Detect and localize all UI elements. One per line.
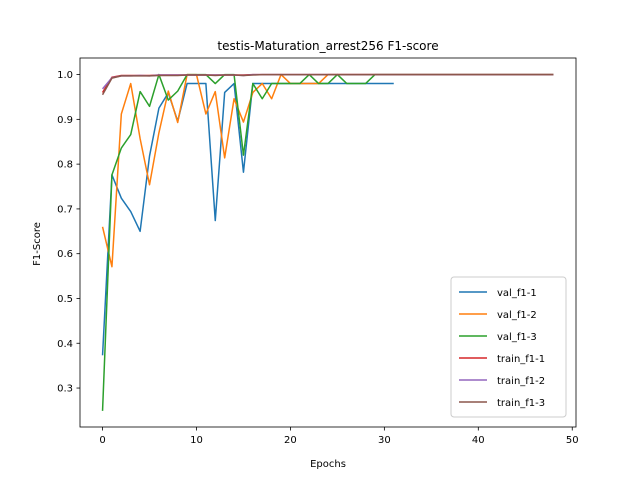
x-tick-label: 0 <box>99 435 105 446</box>
legend-label-train_f1-2: train_f1-2 <box>497 376 545 387</box>
x-tick-label: 20 <box>284 435 297 446</box>
series-line-val_f1-1 <box>101 82 394 356</box>
legend-label-train_f1-1: train_f1-1 <box>497 354 545 365</box>
legend-box <box>450 276 567 418</box>
x-tick-label: 40 <box>472 435 485 446</box>
plot-lines <box>101 73 554 411</box>
x-axis-label: Epochs <box>310 459 346 470</box>
chart-title: testis-Maturation_arrest256 F1-score <box>217 39 438 53</box>
y-tick-label: 0.6 <box>57 249 73 260</box>
y-tick-label: 0.8 <box>57 160 73 171</box>
y-tick-label: 1.0 <box>57 70 73 81</box>
legend-label-train_f1-3: train_f1-3 <box>497 398 545 409</box>
y-axis: 0.3 0.4 0.5 0.6 0.7 0.8 0.9 1.0 <box>57 70 80 395</box>
series-line-train_f1-3 <box>101 73 554 96</box>
y-tick-label: 0.7 <box>57 204 73 215</box>
x-tick-label: 30 <box>378 435 391 446</box>
legend: val_f1-1 val_f1-2 val_f1-3 train_f1-1 train_… <box>450 276 567 418</box>
y-tick-label: 0.5 <box>57 294 73 305</box>
y-tick-label: 0.4 <box>57 339 73 350</box>
plot-frame <box>79 57 577 428</box>
legend-label-val_f1-2: val_f1-2 <box>497 310 537 321</box>
x-axis: 0 10 20 30 40 50 <box>99 427 579 446</box>
x-tick-label: 10 <box>190 435 203 446</box>
y-tick-label: 0.9 <box>57 115 73 126</box>
y-tick-label: 0.3 <box>57 384 73 395</box>
x-tick-label: 50 <box>566 435 579 446</box>
legend-label-val_f1-1: val_f1-1 <box>497 288 537 299</box>
y-axis-label: F1-Score <box>32 222 43 266</box>
legend-label-val_f1-3: val_f1-3 <box>497 332 537 343</box>
